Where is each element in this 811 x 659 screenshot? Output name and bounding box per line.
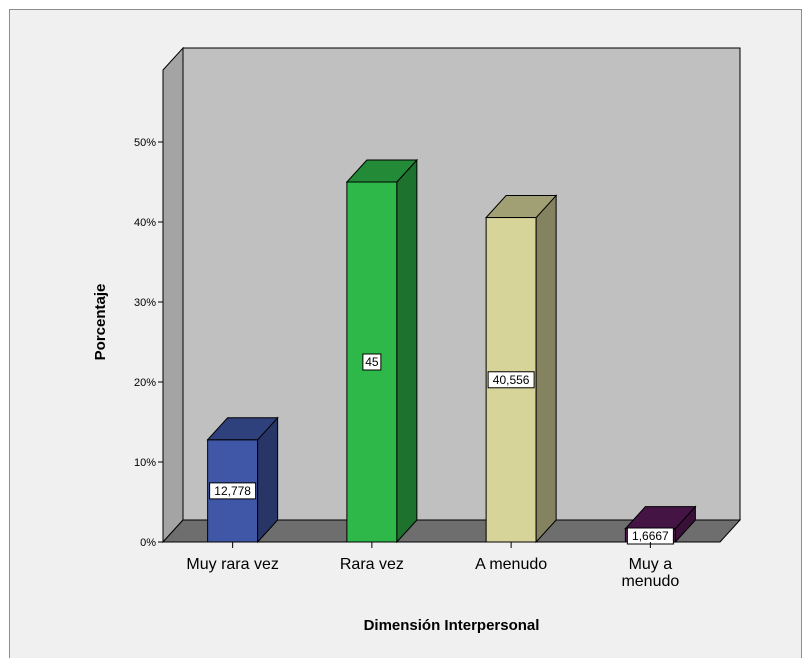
y-tick-label: 20% <box>134 377 156 389</box>
bars: 12,778 45 40,556 1,6667 <box>206 158 697 545</box>
data-label: 12,778 <box>209 482 257 500</box>
data-label: 1,6667 <box>626 527 674 545</box>
bar <box>345 158 419 544</box>
bar <box>206 416 279 544</box>
x-tick-label: Muy rara vez <box>186 556 278 573</box>
y-axis-title: Porcentaje <box>92 284 109 361</box>
x-tick-label: Rara vez <box>340 556 404 573</box>
chart-walls <box>161 46 742 544</box>
bar-top <box>206 417 279 441</box>
y-tick-label: 10% <box>134 457 156 469</box>
data-label-text: 45 <box>365 355 379 369</box>
data-label-text: 12,778 <box>214 484 251 498</box>
bar <box>484 194 558 544</box>
data-label: 40,556 <box>487 371 535 389</box>
data-label-box <box>362 353 382 371</box>
y-tick-label: 0% <box>140 537 156 549</box>
data-label-text: 40,556 <box>493 373 530 387</box>
side-wall <box>162 46 184 544</box>
data-label-box <box>209 482 257 500</box>
y-tick-label: 40% <box>134 217 156 229</box>
bar-top <box>484 195 558 219</box>
x-tick-label: Muy a menudo <box>621 556 679 590</box>
x-tick-label: A menudo <box>475 556 547 573</box>
bar-side <box>396 158 418 544</box>
data-label-text: 1,6667 <box>632 529 669 543</box>
chart-frame: 0% 10% 20% 30% 40% 50% 12,778 45 40,556 1,6667 M… <box>9 9 802 658</box>
x-axis-title: Dimensión Interpersonal <box>364 617 540 634</box>
x-axis: Muy rara vez Rara vez A menudo Muy a menudo <box>186 542 679 590</box>
y-tick-label: 50% <box>134 137 156 149</box>
y-tick-label: 30% <box>134 297 156 309</box>
bar-side <box>535 194 557 544</box>
data-label-box <box>487 371 535 389</box>
bar-chart-3d: 0% 10% 20% 30% 40% 50% 12,778 45 40,556 1,6667 M… <box>92 46 742 634</box>
y-axis: 0% 10% 20% 30% 40% 50% <box>134 137 163 549</box>
data-label: 45 <box>362 353 382 371</box>
bar-top <box>345 159 419 183</box>
